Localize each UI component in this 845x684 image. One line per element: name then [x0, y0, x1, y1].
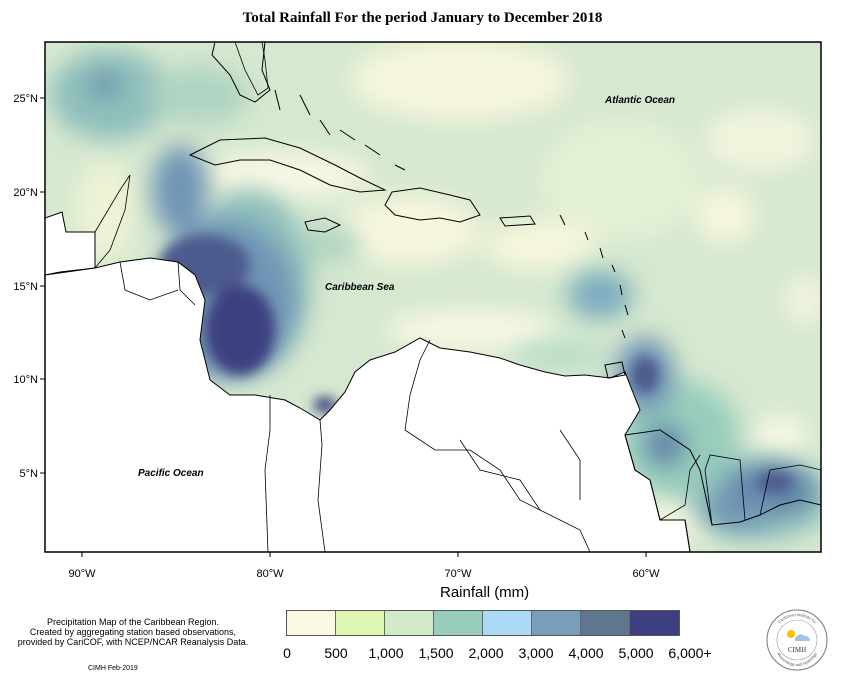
- cloud-icon: [795, 634, 810, 641]
- sun-icon: [787, 630, 795, 638]
- credit-text: CIMH Feb-2019: [88, 665, 138, 672]
- legend-tick: 1,000: [368, 645, 404, 661]
- lon-label: 80°W: [256, 568, 284, 580]
- note-line: provided by CariCOF, with NCEP/NCAR Rean…: [17, 637, 249, 647]
- legend-swatch: [630, 611, 679, 635]
- legend-swatch: [336, 611, 385, 635]
- lat-label: 5°N: [20, 468, 39, 480]
- legend-swatch: [532, 611, 581, 635]
- map-title: Total Rainfall For the period January to…: [242, 10, 603, 26]
- legend-tick: 0: [283, 645, 291, 661]
- lat-label: 15°N: [13, 281, 38, 293]
- rainfall-field: [45, 42, 821, 552]
- lon-label: 70°W: [444, 568, 472, 580]
- coastlines: [94, 42, 821, 552]
- lon-label: 90°W: [68, 568, 96, 580]
- lat-label: 10°N: [13, 374, 38, 386]
- legend-tick: 1,500: [418, 645, 454, 661]
- legend-tick: 2,000: [468, 645, 504, 661]
- rainfall-map: 25°N 20°N 15°N 10°N 5°N 90°W 80°W 70°W 6…: [13, 41, 822, 580]
- note-line: Precipitation Map of the Caribbean Regio…: [46, 617, 220, 627]
- atlantic-ocean-label: Atlantic Ocean: [604, 95, 675, 106]
- note-line: Created by aggregating station based obs…: [29, 627, 237, 637]
- map-frame: [44, 41, 822, 553]
- legend-tick: 5,000: [618, 645, 654, 661]
- islands: [188, 89, 629, 379]
- lat-label: 20°N: [13, 187, 38, 199]
- legend-color-bar: [286, 610, 680, 636]
- caribbean-sea-label: Caribbean Sea: [325, 282, 395, 293]
- legend-tick: 4,000: [568, 645, 604, 661]
- legend-swatch: [434, 611, 483, 635]
- legend-swatch: [483, 611, 532, 635]
- legend-tick: 3,000: [518, 645, 554, 661]
- legend-tick: 6,000+: [668, 645, 712, 661]
- lon-label: 60°W: [632, 568, 660, 580]
- legend-tick: 500: [324, 645, 348, 661]
- lon-axis: 90°W 80°W 70°W 60°W: [68, 552, 660, 580]
- legend-title: Rainfall (mm): [440, 584, 530, 601]
- logo-abbr: CIMH: [788, 646, 806, 654]
- pacific-ocean-label: Pacific Ocean: [138, 468, 204, 479]
- lat-axis: 25°N 20°N 15°N 10°N 5°N: [13, 93, 45, 480]
- lat-label: 25°N: [13, 93, 38, 105]
- land-mask: [45, 42, 821, 552]
- legend-swatch: [385, 611, 434, 635]
- legend-swatch: [287, 611, 336, 635]
- legend-swatch: [581, 611, 630, 635]
- map-description: Precipitation Map of the Caribbean Regio…: [8, 617, 258, 647]
- cimh-logo: CIMH Caribbean Institute for Meteorology…: [766, 609, 828, 671]
